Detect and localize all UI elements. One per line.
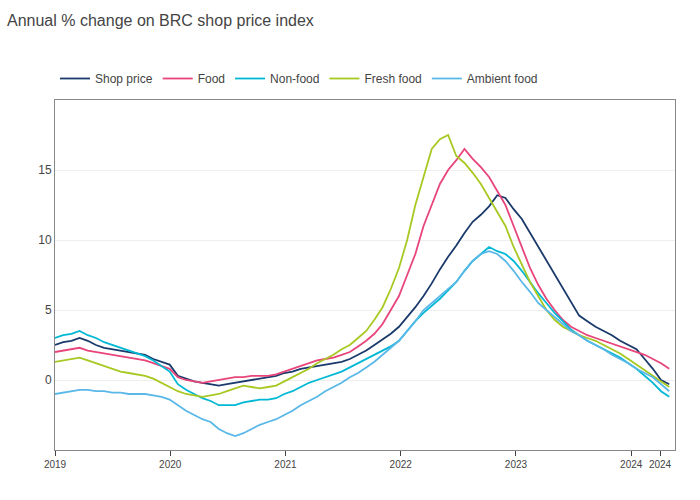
svg-text:2023: 2023 xyxy=(505,459,528,470)
svg-text:2022: 2022 xyxy=(390,459,413,470)
svg-text:Ambient food: Ambient food xyxy=(467,72,538,86)
svg-text:Food: Food xyxy=(198,72,225,86)
svg-text:Non-food: Non-food xyxy=(270,72,319,86)
svg-text:2020: 2020 xyxy=(159,459,182,470)
svg-text:15: 15 xyxy=(38,163,52,177)
svg-text:10: 10 xyxy=(38,233,52,247)
svg-text:5: 5 xyxy=(45,303,52,317)
svg-text:2024: 2024 xyxy=(620,459,643,470)
svg-text:2021: 2021 xyxy=(274,459,297,470)
svg-text:2019: 2019 xyxy=(44,459,67,470)
svg-text:Shop price: Shop price xyxy=(95,72,153,86)
svg-text:Annual % change on BRC shop pr: Annual % change on BRC shop price index xyxy=(7,12,314,29)
svg-text:0: 0 xyxy=(45,373,52,387)
svg-text:2024: 2024 xyxy=(649,459,672,470)
svg-text:Fresh food: Fresh food xyxy=(364,72,421,86)
